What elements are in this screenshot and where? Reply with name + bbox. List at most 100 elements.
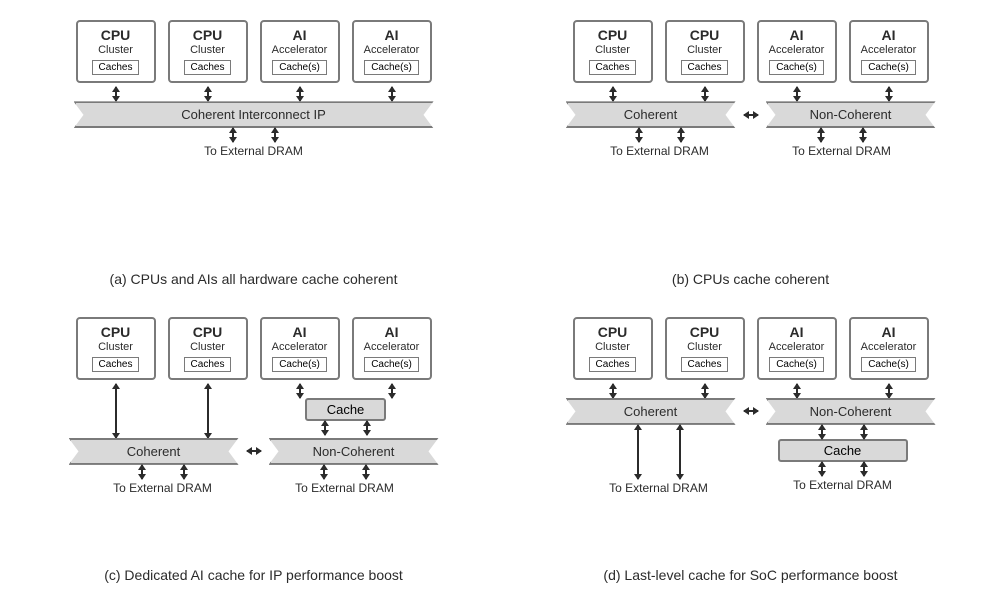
unit-sub: Accelerator xyxy=(861,44,917,56)
noncoherent-banner: Non-Coherent xyxy=(269,438,439,465)
arrow-vertical xyxy=(796,87,798,101)
dram-label: To External DRAM xyxy=(295,481,394,495)
cpu-unit: CPU Cluster Caches xyxy=(76,20,156,83)
unit-sub: Accelerator xyxy=(364,341,420,353)
arrow-horizontal xyxy=(744,114,758,116)
unit-cache: Cache(s) xyxy=(364,60,419,75)
unit-title: AI xyxy=(882,28,896,43)
coherent-banner: Coherent xyxy=(69,438,239,465)
dram-col: To External DRAM xyxy=(575,128,745,158)
coherent-banner: Coherent xyxy=(566,101,736,128)
split-banners: Coherent Non-Coherent xyxy=(566,398,936,425)
arrow-vertical xyxy=(391,87,393,101)
ai-unit: AI Accelerator Cache(s) xyxy=(352,317,432,380)
unit-cache: Caches xyxy=(92,60,140,75)
coherent-interconnect-banner: Coherent Interconnect IP xyxy=(74,101,434,128)
panel-a-caption: (a) CPUs and AIs all hardware cache cohe… xyxy=(20,271,487,287)
arrow-horizontal xyxy=(744,410,758,412)
unit-title: AI xyxy=(293,28,307,43)
unit-title: CPU xyxy=(193,28,223,43)
unit-title: CPU xyxy=(101,325,131,340)
arrow-vertical xyxy=(324,421,326,435)
unit-cache: Cache(s) xyxy=(769,60,824,75)
panel-c-caption: (c) Dedicated AI cache for IP performanc… xyxy=(20,567,487,583)
unit-sub: Cluster xyxy=(687,44,722,56)
unit-sub: Cluster xyxy=(595,341,630,353)
arrow-vertical xyxy=(679,425,681,479)
unit-sub: Accelerator xyxy=(769,44,825,56)
arrow-vertical xyxy=(704,384,706,398)
panel-d-caption: (d) Last-level cache for SoC performance… xyxy=(517,567,984,583)
arrow-row xyxy=(76,87,432,101)
panel-d-units: CPU Cluster Caches CPU Cluster Caches AI… xyxy=(573,317,929,380)
arrow-vertical xyxy=(821,462,823,476)
ai-unit: AI Accelerator Cache(s) xyxy=(352,20,432,83)
unit-sub: Cluster xyxy=(190,341,225,353)
unit-sub: Cluster xyxy=(190,44,225,56)
unit-sub: Cluster xyxy=(98,341,133,353)
arrow-vertical xyxy=(391,384,393,398)
panel-b: CPU Cluster Caches CPU Cluster Caches AI… xyxy=(517,20,984,287)
arrow-vertical xyxy=(612,87,614,101)
dram-col: To External DRAM xyxy=(757,128,927,158)
unit-title: AI xyxy=(293,325,307,340)
ai-unit: AI Accelerator Cache(s) xyxy=(757,317,837,380)
arrow-vertical xyxy=(299,87,301,101)
arrow-vertical xyxy=(299,384,301,398)
arrow-vertical xyxy=(183,465,185,479)
cpu-unit: CPU Cluster Caches xyxy=(168,317,248,380)
arrow-vertical xyxy=(207,87,209,101)
unit-title: AI xyxy=(385,325,399,340)
panel-a-units: CPU Cluster Caches CPU Cluster Caches AI… xyxy=(76,20,432,83)
unit-sub: Accelerator xyxy=(364,44,420,56)
arrow-vertical xyxy=(863,425,865,439)
panel-a: CPU Cluster Caches CPU Cluster Caches AI… xyxy=(20,20,487,287)
dram-label: To External DRAM xyxy=(204,144,303,158)
arrow-vertical xyxy=(888,87,890,101)
arrow-vertical xyxy=(863,462,865,476)
cpu-unit: CPU Cluster Caches xyxy=(665,20,745,83)
arrow-vertical xyxy=(638,128,640,142)
unit-sub: Cluster xyxy=(687,341,722,353)
unit-sub: Cluster xyxy=(98,44,133,56)
unit-cache: Cache(s) xyxy=(364,357,419,372)
last-level-cache: Cache xyxy=(778,439,908,462)
unit-title: AI xyxy=(790,28,804,43)
arrow-vertical xyxy=(365,465,367,479)
unit-title: CPU xyxy=(690,325,720,340)
cpu-unit: CPU Cluster Caches xyxy=(665,317,745,380)
arrow-vertical xyxy=(141,465,143,479)
arrow-row xyxy=(573,87,929,101)
arrow-vertical xyxy=(820,128,822,142)
ai-unit: AI Accelerator Cache(s) xyxy=(757,20,837,83)
split-banners: Coherent Non-Coherent xyxy=(566,101,936,128)
cpu-dram-col: To External DRAM xyxy=(573,425,745,495)
arrow-horizontal xyxy=(247,450,261,452)
coherent-banner: Coherent xyxy=(566,398,736,425)
unit-cache: Caches xyxy=(184,60,232,75)
unit-title: CPU xyxy=(598,28,628,43)
arrow-vertical xyxy=(323,465,325,479)
panel-c: CPU Cluster Caches CPU Cluster Caches AI… xyxy=(20,317,487,584)
unit-cache: Cache(s) xyxy=(769,357,824,372)
unit-cache: Caches xyxy=(589,60,637,75)
cpu-unit: CPU Cluster Caches xyxy=(76,317,156,380)
unit-sub: Cluster xyxy=(595,44,630,56)
unit-cache: Caches xyxy=(589,357,637,372)
ai-unit: AI Accelerator Cache(s) xyxy=(849,317,929,380)
arrow-vertical xyxy=(366,421,368,435)
dram-row: To External DRAM To External DRAM xyxy=(78,465,430,495)
dram-label: To External DRAM xyxy=(610,144,709,158)
noncoherent-banner: Non-Coherent xyxy=(766,398,936,425)
ai-cache-col: Cache To External DRAM xyxy=(757,425,929,495)
ai-column: Cache xyxy=(260,384,432,438)
cpu-column xyxy=(76,384,248,438)
unit-title: CPU xyxy=(598,325,628,340)
arrow-vertical xyxy=(274,128,276,142)
panel-d: CPU Cluster Caches CPU Cluster Caches AI… xyxy=(517,317,984,584)
unit-title: CPU xyxy=(690,28,720,43)
unit-title: AI xyxy=(882,325,896,340)
dram-label: To External DRAM xyxy=(792,144,891,158)
arrow-vertical xyxy=(888,384,890,398)
ai-unit: AI Accelerator Cache(s) xyxy=(260,317,340,380)
